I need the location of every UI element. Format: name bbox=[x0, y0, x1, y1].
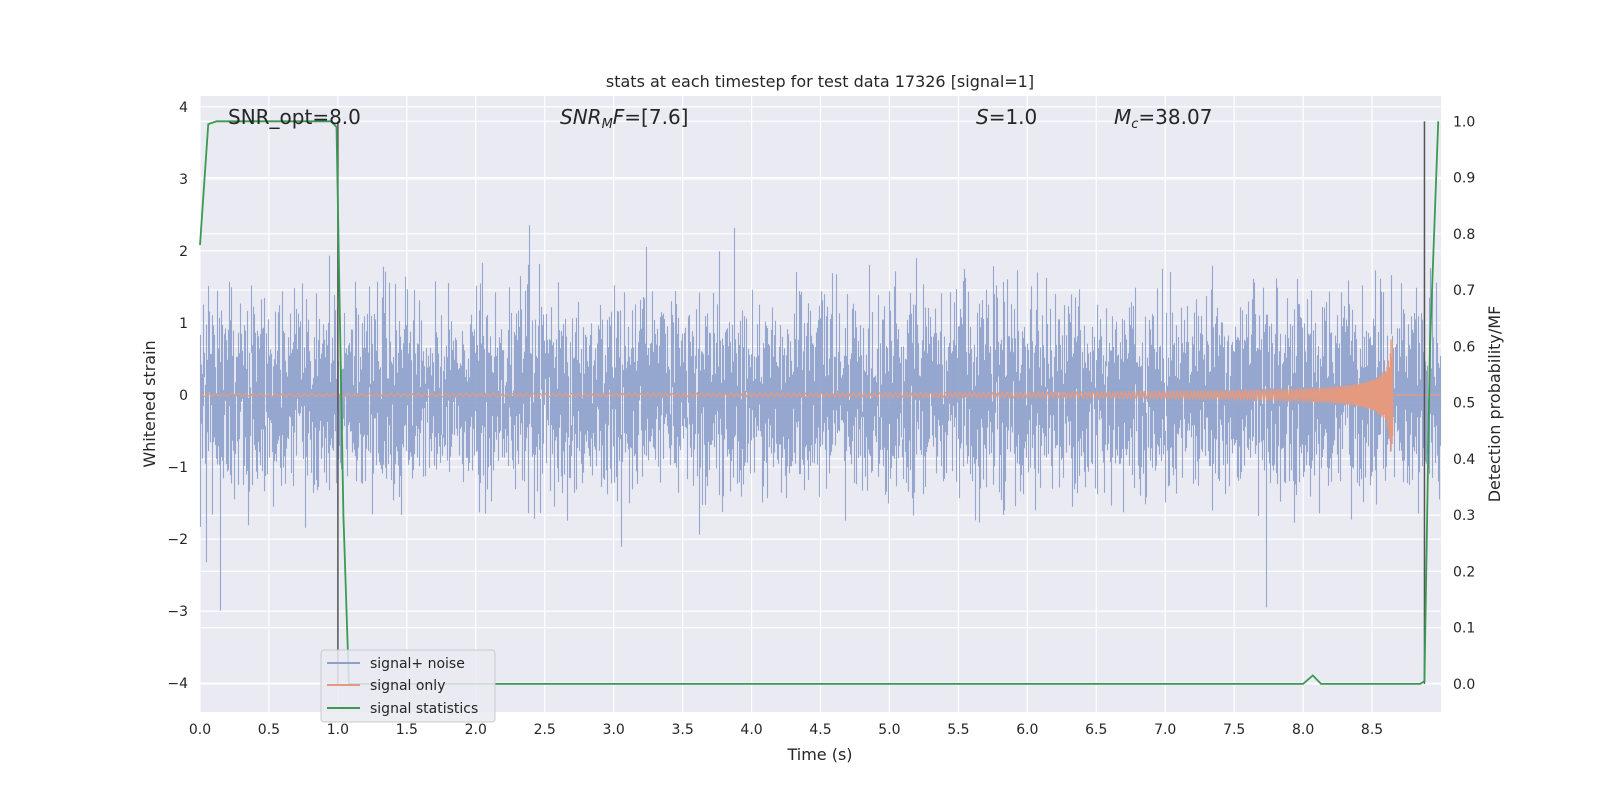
x-tick-label-9: 4.5 bbox=[809, 722, 831, 738]
y-tick-label-2: −2 bbox=[167, 532, 188, 548]
y-tick-label-6: 2 bbox=[179, 244, 188, 260]
y-tick-label-5: 1 bbox=[179, 316, 188, 332]
x-tick-label-14: 7.0 bbox=[1154, 722, 1176, 738]
x-tick-label-3: 1.5 bbox=[396, 722, 418, 738]
y-axis-label: Whitened strain bbox=[140, 340, 159, 467]
annotation-snr-mf-main: SNR bbox=[560, 105, 602, 129]
legend-label-signal-statistics: signal statistics bbox=[370, 701, 478, 717]
y-right-tick-label-4: 0.4 bbox=[1453, 452, 1475, 468]
y-right-tick-label-3: 0.3 bbox=[1453, 508, 1475, 524]
y-right-tick-label-0: 0.0 bbox=[1453, 677, 1475, 693]
y-tick-label-0: −4 bbox=[167, 676, 188, 692]
y-tick-label-7: 3 bbox=[179, 172, 188, 188]
y-tick-label-8: 4 bbox=[179, 100, 188, 116]
x-tick-label-4: 2.0 bbox=[465, 722, 487, 738]
y-right-tick-label-8: 0.8 bbox=[1453, 227, 1475, 243]
x-tick-label-5: 2.5 bbox=[534, 722, 556, 738]
x-tick-label-2: 1.0 bbox=[327, 722, 349, 738]
x-tick-label-11: 5.5 bbox=[947, 722, 969, 738]
signal-only-trace bbox=[199, 339, 1441, 452]
x-tick-label-7: 3.5 bbox=[671, 722, 693, 738]
annotations: SNR_opt=8.0 SNRMF=[7.6] S=1.0 Mc=38.07 bbox=[228, 105, 1212, 132]
y-tick-label-1: −3 bbox=[167, 604, 188, 620]
annotation-mc-sub: c bbox=[1131, 117, 1138, 132]
legend-frame bbox=[320, 649, 496, 723]
x-tick-label-6: 3.0 bbox=[603, 722, 625, 738]
tick-labels: 0.0 0.5 1.0 1.5 2.0 2.5 3.0 3.5 4.0 4.5 5.0 5.5 6.0 6… bbox=[167, 100, 1475, 738]
y-right-tick-label-1: 0.1 bbox=[1453, 621, 1475, 637]
legend: signal+ noise signal only signal statist… bbox=[320, 649, 496, 723]
annotation-snr-mf: SNRMF=[7.6] bbox=[560, 105, 688, 132]
annotation-mc-main: M bbox=[1114, 105, 1131, 129]
y-right-tick-label-6: 0.6 bbox=[1453, 339, 1475, 355]
annotation-snr-mf-value: =[7.6] bbox=[624, 105, 688, 129]
y-right-tick-label-9: 0.9 bbox=[1453, 171, 1475, 187]
x-tick-label-15: 7.5 bbox=[1223, 722, 1245, 738]
y-tick-label-4: 0 bbox=[179, 388, 188, 404]
y-right-tick-label-10: 1.0 bbox=[1453, 114, 1475, 130]
annotation-snr-mf-sub: M bbox=[602, 117, 613, 132]
annotation-snr-opt: SNR_opt=8.0 bbox=[228, 105, 361, 129]
legend-label-signal-only: signal only bbox=[370, 678, 445, 694]
annotation-snr-mf-tail: F bbox=[613, 105, 625, 129]
y-right-tick-label-2: 0.2 bbox=[1453, 564, 1475, 580]
legend-label-signal-noise: signal+ noise bbox=[370, 656, 465, 672]
x-tick-label-1: 0.5 bbox=[258, 722, 280, 738]
annotation-s: S=1.0 bbox=[976, 105, 1037, 129]
x-tick-label-13: 6.5 bbox=[1085, 722, 1107, 738]
x-tick-label-8: 4.0 bbox=[740, 722, 762, 738]
x-tick-label-17: 8.5 bbox=[1361, 722, 1383, 738]
annotation-s-main: S bbox=[976, 105, 989, 129]
annotation-mc: Mc=38.07 bbox=[1114, 105, 1212, 132]
x-tick-label-16: 8.0 bbox=[1292, 722, 1314, 738]
annotation-mc-value: =38.07 bbox=[1138, 105, 1212, 129]
y-axis-label-right: Detection probability/MF bbox=[1485, 306, 1504, 503]
x-tick-label-0: 0.0 bbox=[189, 722, 211, 738]
y-tick-label-3: −1 bbox=[167, 460, 188, 476]
y-right-tick-label-5: 0.5 bbox=[1453, 396, 1475, 412]
x-axis-label: Time (s) bbox=[786, 745, 852, 764]
x-tick-label-12: 6.0 bbox=[1016, 722, 1038, 738]
series-signal-only bbox=[199, 339, 1441, 452]
y-right-tick-label-7: 0.7 bbox=[1453, 283, 1475, 299]
chart-title: stats at each timestep for test data 173… bbox=[606, 72, 1034, 91]
x-tick-label-10: 5.0 bbox=[878, 722, 900, 738]
annotation-s-value: =1.0 bbox=[989, 105, 1038, 129]
